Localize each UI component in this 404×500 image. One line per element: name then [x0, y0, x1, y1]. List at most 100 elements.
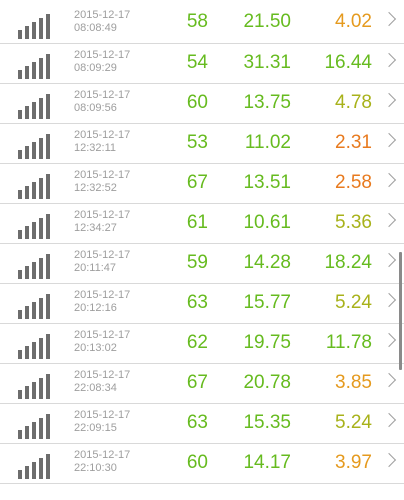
signal-bar — [32, 382, 36, 399]
timestamp: 2015-12-17 08:09:29 — [74, 49, 130, 75]
timestamp: 2015-12-17 22:09:15 — [74, 409, 130, 435]
date-text: 2015-12-17 — [74, 329, 131, 341]
signal-strength-icon — [18, 293, 56, 319]
list-item[interactable]: 2015-12-17 12:32:11 53 11.02 2.31 — [0, 124, 404, 164]
chevron-right-icon[interactable] — [381, 212, 397, 228]
chevron-right-icon[interactable] — [381, 92, 397, 108]
value-v1: 60 — [186, 452, 208, 473]
list-item[interactable]: 2015-12-17 20:11:47 59 14.28 18.24 — [0, 244, 404, 284]
signal-strength-icon — [18, 413, 56, 439]
value-v3: 4.78 — [335, 92, 372, 113]
value-v3: 5.24 — [335, 292, 372, 313]
signal-bar — [39, 298, 43, 319]
value-v2: 20.78 — [243, 372, 291, 393]
list-item[interactable]: 2015-12-17 08:09:56 60 13.75 4.78 — [0, 84, 404, 124]
value-v3: 3.97 — [335, 452, 372, 473]
date-text: 2015-12-17 — [74, 129, 131, 141]
value-v2: 13.75 — [243, 92, 291, 113]
value-v2: 10.61 — [243, 212, 291, 233]
list-item[interactable]: 2015-12-17 12:34:27 61 10.61 5.36 — [0, 204, 404, 244]
list-item[interactable]: 2015-12-17 12:32:52 67 13.51 2.58 — [0, 164, 404, 204]
signal-bar — [39, 258, 43, 279]
signal-bar — [39, 138, 43, 159]
signal-strength-icon — [18, 93, 56, 119]
signal-strength-icon — [18, 133, 56, 159]
signal-bar — [46, 374, 50, 399]
list-item[interactable]: 2015-12-17 20:13:02 62 19.75 11.78 — [0, 324, 404, 364]
signal-strength-icon — [18, 453, 56, 479]
list-item[interactable]: 2015-12-17 22:08:34 67 20.78 3.85 — [0, 364, 404, 404]
signal-bar — [32, 462, 36, 479]
scrollbar[interactable] — [399, 252, 402, 370]
signal-bar — [32, 262, 36, 279]
signal-bar — [25, 306, 29, 319]
chevron-right-icon[interactable] — [381, 252, 397, 268]
signal-bar — [18, 190, 22, 199]
value-v1: 54 — [186, 52, 208, 73]
chevron-right-icon[interactable] — [381, 132, 397, 148]
signal-bar — [25, 26, 29, 39]
time-text: 12:32:11 — [74, 142, 117, 154]
list-item[interactable]: 2015-12-17 22:10:30 60 14.17 3.97 — [0, 444, 404, 484]
timestamp: 2015-12-17 20:12:16 — [74, 289, 130, 315]
signal-bar — [46, 94, 50, 119]
date-text: 2015-12-17 — [74, 249, 131, 261]
signal-bar — [18, 310, 22, 319]
signal-strength-icon — [18, 53, 56, 79]
value-v2: 13.51 — [243, 172, 291, 193]
value-v2: 19.75 — [243, 332, 291, 353]
time-text: 08:08:49 — [74, 22, 117, 34]
signal-strength-icon — [18, 253, 56, 279]
signal-bar — [25, 426, 29, 439]
chevron-right-icon[interactable] — [381, 372, 397, 388]
value-v1: 67 — [186, 372, 208, 393]
signal-bar — [46, 174, 50, 199]
value-v3: 16.44 — [324, 52, 372, 73]
timestamp: 2015-12-17 20:11:47 — [74, 249, 130, 275]
date-text: 2015-12-17 — [74, 409, 131, 421]
chevron-right-icon[interactable] — [381, 292, 397, 308]
signal-strength-icon — [18, 213, 56, 239]
time-text: 20:13:02 — [74, 342, 117, 354]
value-v3: 5.24 — [335, 412, 372, 433]
signal-bar — [46, 134, 50, 159]
signal-bar — [46, 294, 50, 319]
chevron-right-icon[interactable] — [381, 332, 397, 348]
signal-bar — [18, 70, 22, 79]
chevron-right-icon[interactable] — [381, 172, 397, 188]
timestamp: 2015-12-17 12:32:11 — [74, 129, 130, 155]
signal-bar — [25, 146, 29, 159]
signal-strength-icon — [18, 173, 56, 199]
list-item[interactable]: 2015-12-17 08:08:49 58 21.50 4.02 — [0, 0, 404, 44]
timestamp: 2015-12-17 08:08:49 — [74, 9, 130, 35]
signal-bar — [46, 334, 50, 359]
signal-bar — [18, 30, 22, 39]
time-text: 08:09:56 — [74, 102, 117, 114]
chevron-right-icon[interactable] — [381, 52, 397, 68]
signal-bar — [46, 414, 50, 439]
signal-bar — [39, 458, 43, 479]
value-v1: 60 — [186, 92, 208, 113]
value-v1: 62 — [186, 332, 208, 353]
value-v2: 15.35 — [243, 412, 291, 433]
value-v3: 4.02 — [335, 11, 372, 32]
signal-bar — [25, 466, 29, 479]
value-v3: 2.58 — [335, 172, 372, 193]
signal-bar — [39, 378, 43, 399]
signal-bar — [32, 62, 36, 79]
timestamp: 2015-12-17 12:34:27 — [74, 209, 130, 235]
chevron-right-icon[interactable] — [381, 412, 397, 428]
signal-bar — [25, 386, 29, 399]
list-item[interactable]: 2015-12-17 22:09:15 63 15.35 5.24 — [0, 404, 404, 444]
list-item[interactable]: 2015-12-17 20:12:16 63 15.77 5.24 — [0, 284, 404, 324]
signal-bar — [18, 150, 22, 159]
chevron-right-icon[interactable] — [381, 452, 397, 468]
chevron-right-icon[interactable] — [381, 11, 397, 27]
signal-bar — [25, 266, 29, 279]
list-item[interactable]: 2015-12-17 08:09:29 54 31.31 16.44 — [0, 44, 404, 84]
signal-bar — [39, 218, 43, 239]
signal-bar — [46, 54, 50, 79]
time-text: 20:12:16 — [74, 302, 117, 314]
signal-bar — [18, 470, 22, 479]
value-v1: 63 — [186, 292, 208, 313]
